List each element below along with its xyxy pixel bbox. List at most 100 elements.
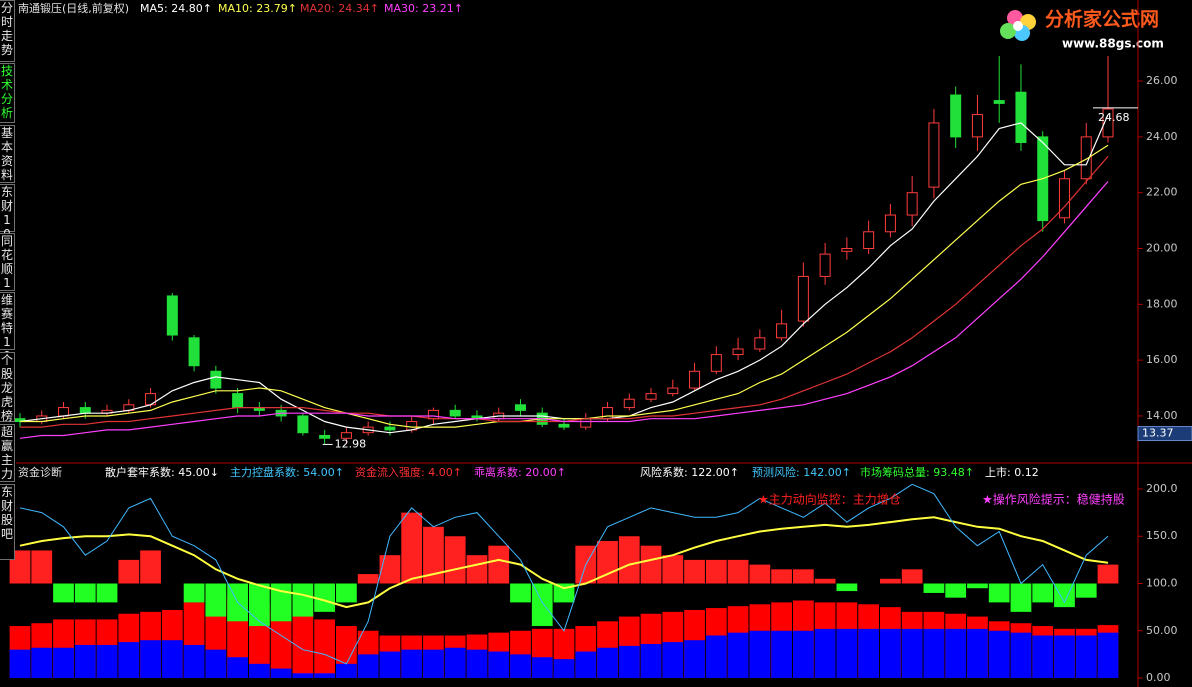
volume-bar — [248, 663, 270, 679]
histogram-bar — [662, 555, 684, 584]
y-tick-label: 150.0 — [1146, 529, 1178, 542]
candle-body — [906, 192, 918, 216]
volume-bar — [1075, 635, 1097, 679]
volume-bar — [140, 640, 161, 679]
histogram-bar — [292, 583, 314, 617]
histogram-bar — [836, 583, 858, 592]
candle-body — [384, 426, 396, 431]
histogram-bar — [1097, 564, 1119, 584]
candle-body — [514, 404, 526, 411]
sidebar-tab[interactable]: 分时走势 — [0, 0, 15, 62]
candle-body — [1080, 136, 1092, 180]
candle-body — [645, 393, 657, 400]
histogram-bar — [1054, 583, 1075, 608]
volume-bar — [945, 628, 967, 679]
candle-body — [623, 398, 635, 409]
volume-bar — [901, 628, 923, 679]
candle-body — [297, 415, 309, 434]
stat-label: 风险系数: 122.00↑ — [640, 465, 739, 479]
volume-bar — [662, 642, 684, 679]
sidebar-tab[interactable]: 基本资料 — [0, 125, 15, 183]
histogram-bar — [727, 559, 749, 584]
ma-line — [20, 144, 1109, 428]
histogram-bar — [880, 578, 901, 584]
volume-bar — [705, 635, 727, 679]
volume-bar — [575, 651, 597, 679]
legend-entry: MA30: 23.21↑ — [384, 2, 463, 15]
volume-bar — [74, 644, 96, 679]
stat-label: 上市: 0.12 — [985, 465, 1039, 479]
chart-title: 南通锻压(日线,前复权) — [18, 1, 129, 15]
sidebar-tab[interactable]: 个股龙虎榜 — [0, 352, 15, 423]
volume-bar — [314, 673, 336, 679]
candle-body — [819, 253, 831, 277]
volume-bar — [270, 668, 292, 679]
candle-body — [79, 407, 91, 414]
candle-body — [776, 323, 788, 339]
volume-bar — [205, 649, 227, 679]
volume-bar — [292, 613, 314, 679]
sidebar-tab[interactable]: 技术分析 — [0, 63, 15, 123]
histogram-bar — [640, 545, 662, 584]
volume-bar — [988, 630, 1010, 679]
volume-bar — [1032, 635, 1054, 679]
candle-body — [863, 231, 875, 250]
histogram-bar — [423, 526, 444, 584]
candle-body — [166, 295, 178, 336]
panel-title: 资金诊断 — [18, 465, 62, 479]
volume-bar — [183, 644, 205, 679]
volume-bar — [96, 644, 118, 679]
volume-bar — [1010, 632, 1032, 679]
sidebar-tab[interactable]: 超赢主力 — [0, 424, 15, 482]
volume-bar — [314, 619, 336, 679]
volume-bar — [510, 654, 531, 679]
logo-url: www.88gs.com — [1062, 37, 1164, 51]
stat-label: 市场筹码总量: 93.48↑ — [860, 465, 974, 479]
candle-body — [971, 114, 983, 138]
sidebar-tab[interactable]: 维赛特10 — [0, 292, 15, 363]
sidebar-tab[interactable]: 同花顺10 — [0, 233, 15, 304]
cursor-price-label: 13.37 — [1142, 427, 1174, 440]
volume-bar — [597, 647, 618, 679]
volume-bar — [423, 649, 444, 679]
stat-label: 资金流入强度: 4.00↑ — [355, 465, 462, 479]
candle-body — [667, 387, 679, 395]
histogram-bar — [967, 583, 988, 589]
candle-body — [558, 423, 570, 428]
histogram-bar — [74, 583, 96, 603]
volume-bar — [336, 663, 357, 679]
volume-bar — [53, 647, 74, 679]
histogram-bar — [618, 536, 640, 584]
legend-entry: MA10: 23.79↑ — [218, 2, 297, 15]
histogram-bar — [118, 559, 140, 584]
histogram-bar — [140, 550, 161, 584]
volume-bar — [967, 628, 988, 679]
candle-body — [754, 337, 766, 350]
histogram-bar — [466, 555, 488, 584]
ma-line — [19, 181, 1109, 439]
histogram-bar — [336, 583, 357, 603]
volume-bar — [357, 654, 379, 679]
candle-body — [340, 432, 352, 439]
histogram-bar — [531, 583, 553, 627]
signal-note: ★操作风险提示：稳健持股 — [982, 492, 1125, 507]
volume-bar — [771, 630, 792, 679]
stat-label: 乖离系数: 20.00↑ — [474, 465, 566, 479]
logo-title: 分析家公式网 — [1045, 8, 1159, 31]
price-line-label: 24.68 — [1098, 111, 1130, 124]
signal-note: ★主力动向监控：主力增仓 — [758, 492, 901, 507]
volume-bar — [749, 630, 771, 679]
candle-body — [797, 275, 809, 322]
candle-body — [58, 407, 70, 417]
sidebar-tab[interactable]: 东财10 — [0, 184, 15, 241]
volume-bar — [923, 628, 945, 679]
volume-bar — [227, 657, 248, 679]
candle-body — [210, 370, 222, 389]
stat-label: 主力控盘系数: 54.00↑ — [230, 465, 344, 479]
sidebar-tab[interactable]: 东财股吧 — [0, 484, 15, 560]
volume-bar — [9, 649, 31, 679]
histogram-bar — [553, 583, 575, 603]
histogram-bar — [314, 583, 336, 612]
candle-body — [710, 354, 722, 372]
